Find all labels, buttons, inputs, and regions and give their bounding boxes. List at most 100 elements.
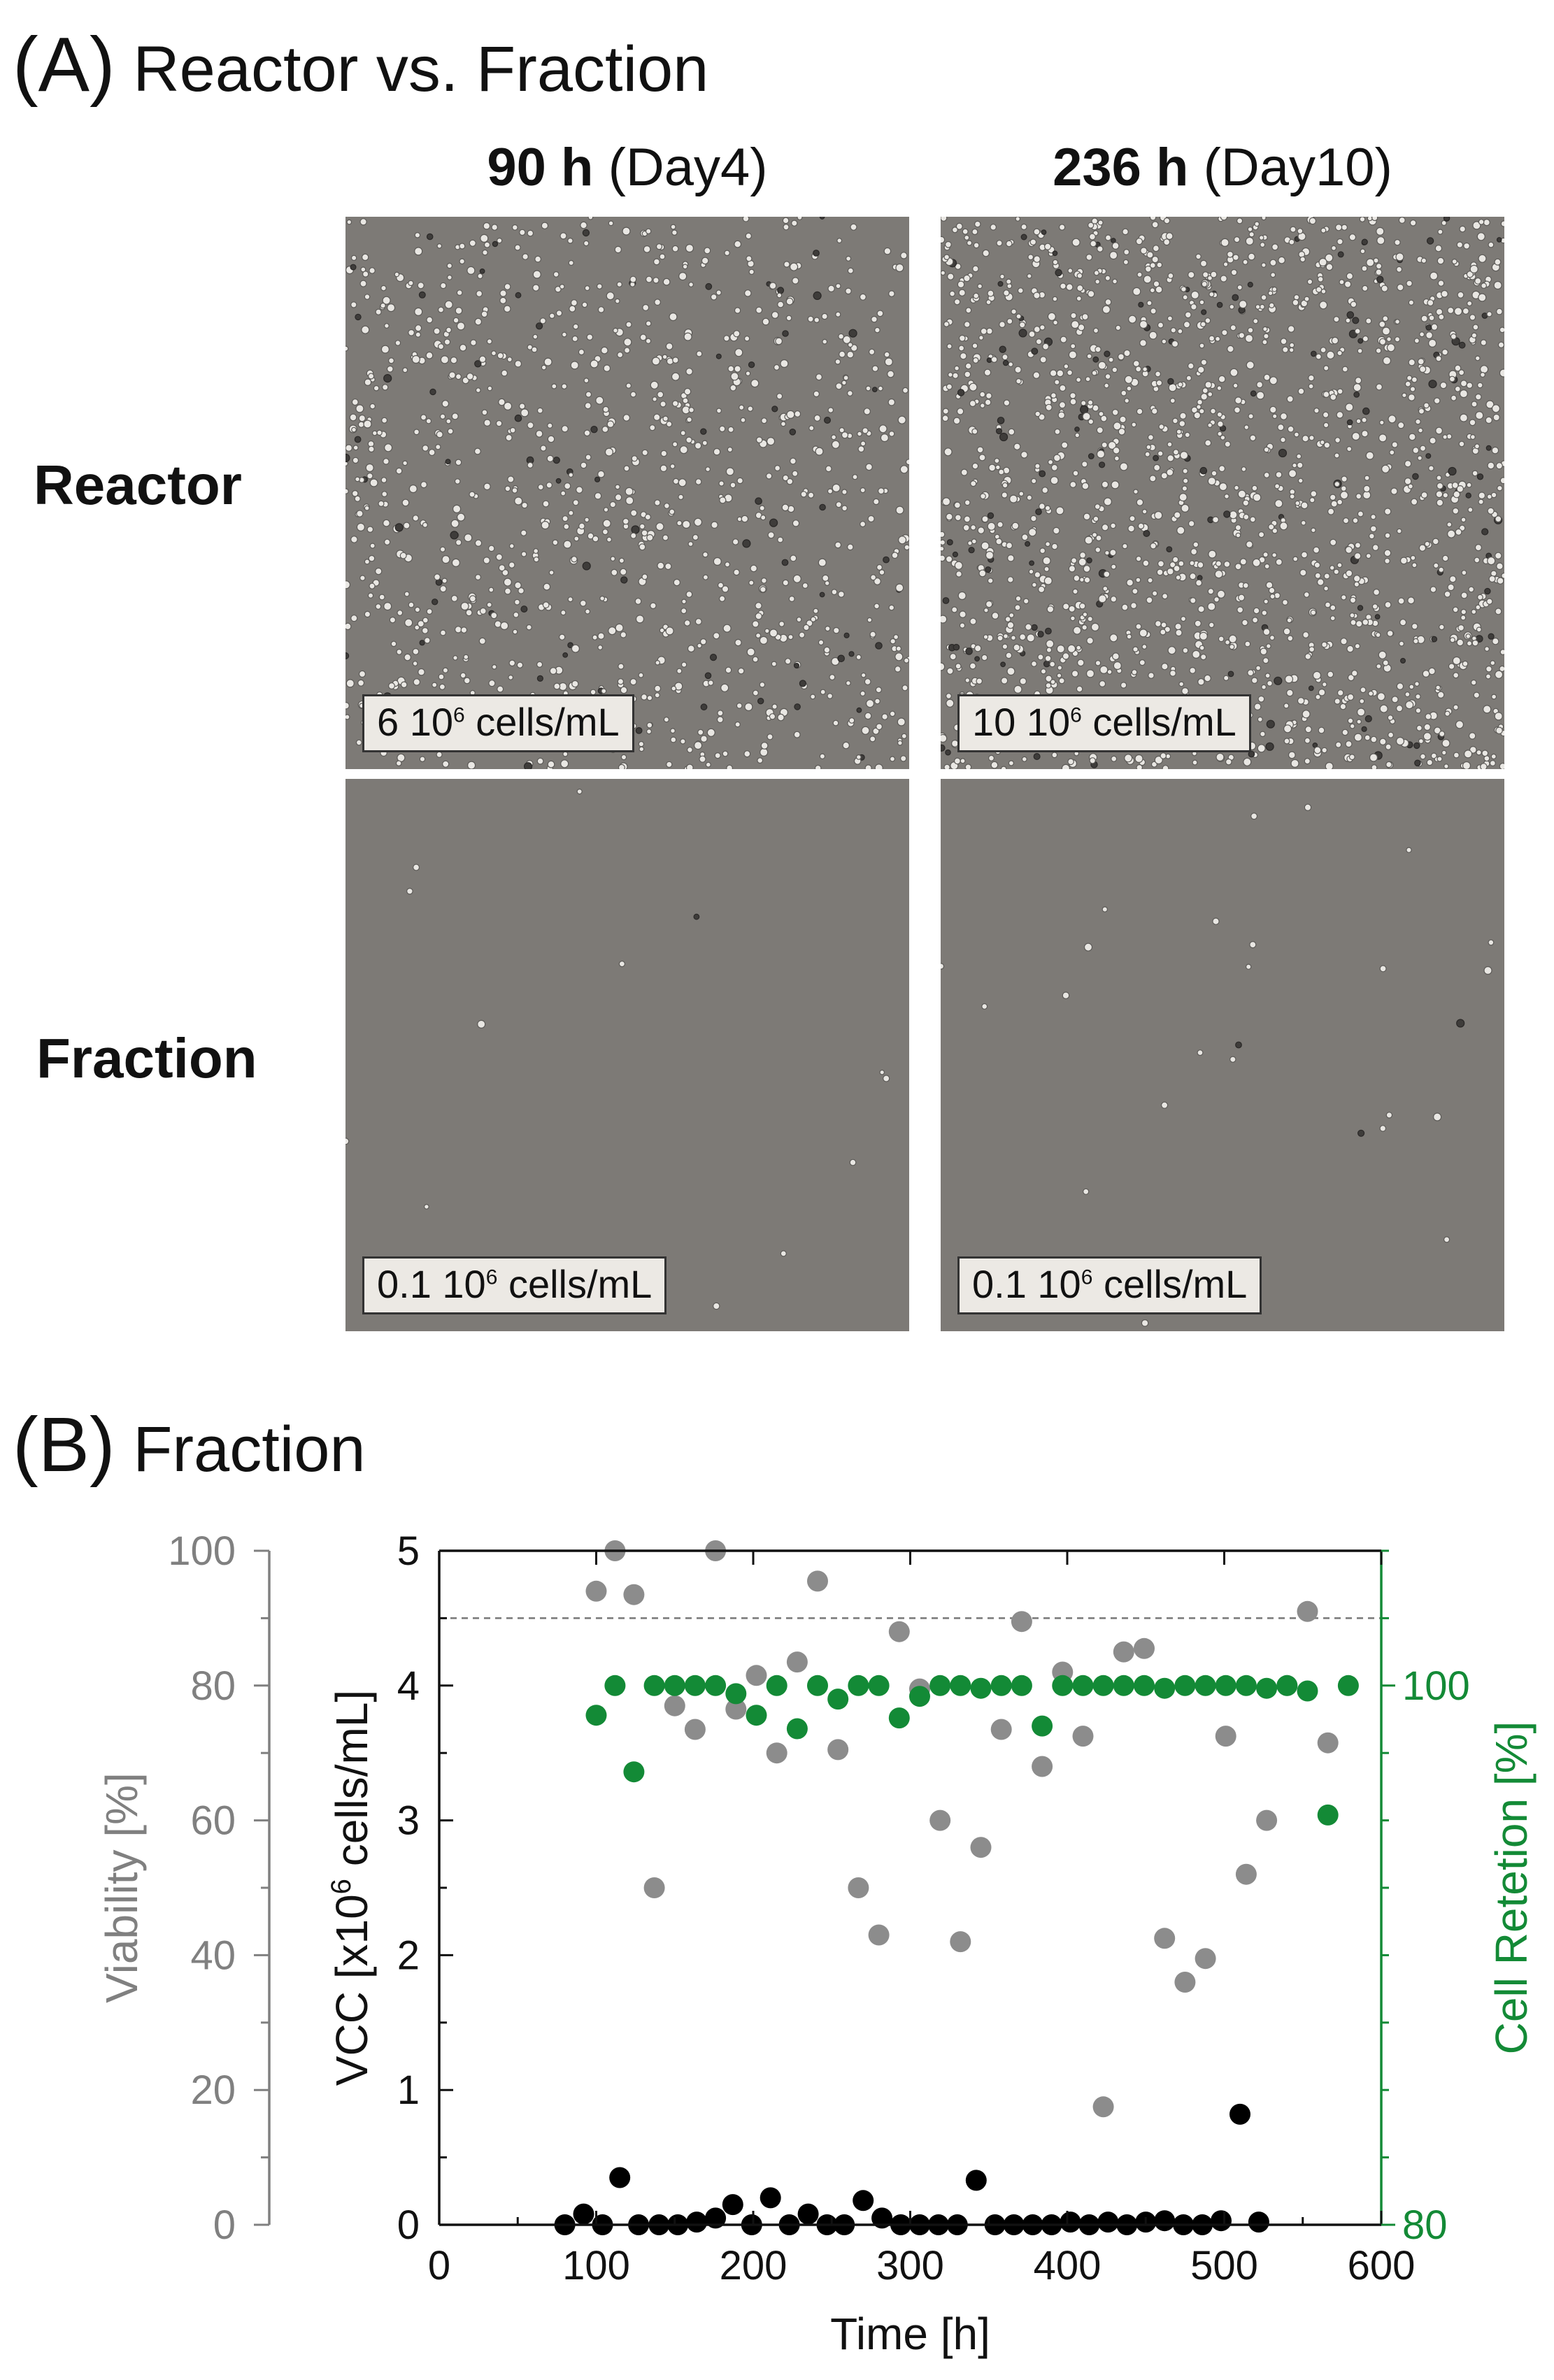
cell-dot — [1336, 388, 1343, 395]
cell-dot — [592, 535, 599, 543]
cell-dot — [359, 280, 367, 287]
cell-dot — [819, 217, 825, 220]
cell-dot — [687, 541, 694, 547]
cell-dot — [867, 617, 873, 623]
cell-dot — [897, 536, 907, 545]
concentration-label: 10 106 cells/mL — [957, 694, 1251, 752]
cell-dot — [457, 512, 466, 522]
cell-dot — [836, 238, 843, 243]
cell-dot — [541, 222, 549, 229]
cell-dot — [1334, 224, 1343, 231]
cell-dot — [1160, 622, 1167, 629]
cell-dot — [1123, 349, 1131, 357]
cell-dot — [842, 741, 850, 750]
cell-dot — [1466, 482, 1472, 488]
cell-dot — [1096, 426, 1104, 434]
cell-dot — [678, 494, 684, 501]
cell-dot — [1441, 750, 1447, 756]
cell-dot — [1499, 477, 1504, 485]
cell-dot — [1494, 712, 1503, 721]
cell-dot — [368, 554, 376, 562]
cell-dot — [965, 307, 972, 314]
cell-dot — [630, 509, 638, 517]
cell-dot — [705, 466, 711, 473]
cell-dot — [1325, 263, 1334, 271]
cell-dot — [587, 532, 594, 540]
retention-point — [888, 1707, 910, 1729]
cell-dot — [1318, 726, 1325, 734]
cell-dot — [949, 652, 957, 661]
cell-dot — [813, 291, 822, 301]
cell-dot — [1188, 520, 1195, 527]
cell-dot — [1002, 633, 1008, 639]
cell-dot — [1467, 300, 1473, 307]
cell-dot — [1460, 592, 1468, 599]
cell-dot — [843, 632, 850, 638]
cell-dot — [1336, 238, 1343, 245]
cell-dot — [603, 364, 611, 372]
cell-dot — [1141, 1319, 1149, 1327]
cell-dot — [687, 747, 693, 753]
cell-dot — [1201, 280, 1208, 287]
vcc-point — [1248, 2211, 1269, 2233]
cell-dot — [1495, 462, 1503, 470]
cell-dot — [596, 283, 603, 289]
cell-dot — [1161, 338, 1167, 345]
cell-dot — [1283, 738, 1290, 745]
cell-dot — [414, 231, 421, 238]
cell-dot — [639, 746, 645, 752]
cell-dot — [1005, 652, 1013, 659]
cell-dot — [1177, 328, 1183, 334]
cell-dot — [584, 285, 590, 292]
cell-dot — [376, 429, 383, 436]
cell-dot — [608, 626, 617, 636]
cell-dot — [883, 556, 890, 564]
cell-dot — [1043, 566, 1050, 572]
cell-dot — [1052, 259, 1059, 266]
cell-dot — [954, 365, 960, 371]
viability-point — [1256, 1809, 1278, 1831]
cell-dot — [724, 250, 730, 257]
cell-dot — [352, 457, 359, 464]
cell-dot — [1030, 478, 1037, 485]
cell-dot — [345, 488, 349, 494]
cell-dot — [583, 378, 590, 384]
cell-dot — [1142, 366, 1148, 373]
cell-dot — [514, 360, 522, 368]
cell-dot — [860, 487, 866, 494]
cell-dot — [436, 751, 443, 758]
cell-dot — [1112, 278, 1118, 285]
cell-dot — [895, 263, 904, 273]
cell-dot — [1071, 557, 1078, 564]
cell-dot — [1384, 532, 1391, 539]
cell-dot — [1190, 597, 1197, 604]
cell-dot — [1466, 640, 1473, 647]
cell-dot — [1199, 631, 1208, 641]
cell-dot — [583, 240, 590, 247]
cell-dot — [1051, 543, 1058, 550]
cell-dot — [1413, 742, 1420, 750]
cell-dot — [1073, 626, 1082, 635]
cell-dot — [1239, 558, 1247, 566]
cell-dot — [1044, 243, 1052, 250]
cell-dot — [1270, 272, 1276, 278]
cell-dot — [1408, 359, 1416, 366]
cell-dot — [1346, 311, 1355, 319]
cell-dot — [1476, 626, 1482, 633]
cell-dot — [618, 557, 625, 564]
cell-dot — [874, 764, 883, 769]
cell-dot — [599, 596, 606, 601]
cell-dot — [1425, 331, 1433, 339]
cell-dot — [941, 733, 948, 743]
cell-dot — [1406, 280, 1413, 287]
cell-dot — [1492, 413, 1500, 422]
cell-dot — [1304, 296, 1310, 302]
cell-dot — [655, 522, 664, 531]
conc-unit: cells/mL — [1081, 700, 1236, 744]
cell-dot — [946, 383, 953, 390]
cell-dot — [1119, 462, 1128, 471]
cell-dot — [1038, 585, 1046, 594]
cell-dot — [793, 731, 801, 738]
cell-dot — [610, 556, 616, 561]
cell-dot — [979, 391, 986, 398]
